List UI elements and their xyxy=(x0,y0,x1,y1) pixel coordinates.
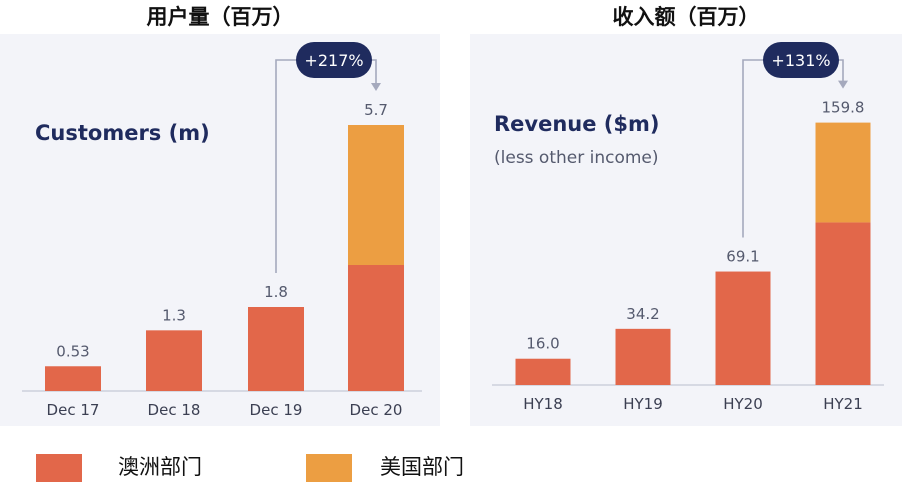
revenue-growth-arrowhead xyxy=(838,80,848,89)
revenue-chart-subtitle: (less other income) xyxy=(494,148,659,168)
customers-chart-panel: Customers (m) 0.53 Dec 17 1.3 Dec 18 1.8 Dec 1… xyxy=(0,34,440,426)
customers-chart-title: Customers (m) xyxy=(35,121,210,145)
legend-label-usa: 美国部门 xyxy=(380,455,464,479)
revenue-data-label: 159.8 xyxy=(822,99,865,117)
customers-bar-usa xyxy=(348,125,404,265)
customers-tick-label: Dec 18 xyxy=(148,401,201,419)
revenue-tick-label: HY20 xyxy=(723,395,763,413)
revenue-data-label: 34.2 xyxy=(626,305,659,323)
legend-swatch-usa xyxy=(306,454,352,482)
legend-swatch-australia xyxy=(36,454,82,482)
revenue-tick-label: HY18 xyxy=(523,395,563,413)
revenue-chart-title: Revenue ($m) xyxy=(494,112,660,136)
revenue-tick-label: HY19 xyxy=(623,395,663,413)
customers-bar-australia xyxy=(248,307,304,391)
revenue-bar-australia xyxy=(515,358,571,385)
customers-chart: Customers (m) 0.53 Dec 17 1.3 Dec 18 1.8 Dec 1… xyxy=(22,42,422,419)
revenue-data-label: 69.1 xyxy=(726,248,759,266)
revenue-chart-cn-title: 收入额（百万） xyxy=(612,4,760,29)
revenue-data-label: 16.0 xyxy=(526,335,559,353)
customers-growth-badge xyxy=(296,42,372,78)
customers-chart-cn-title: 用户量（百万） xyxy=(146,4,294,29)
customers-data-label: 5.7 xyxy=(364,101,388,119)
customers-data-label: 0.53 xyxy=(56,342,89,360)
customers-tick-label: Dec 17 xyxy=(47,401,100,419)
customers-growth-arrowhead xyxy=(371,83,381,91)
revenue-bar-usa xyxy=(815,122,871,223)
customers-data-label: 1.8 xyxy=(264,283,288,301)
revenue-bar-australia xyxy=(815,222,871,385)
revenue-growth-badge xyxy=(763,42,839,78)
legend-label-australia: 澳洲部门 xyxy=(118,455,202,479)
customers-tick-label: Dec 19 xyxy=(250,401,303,419)
revenue-tick-label: HY21 xyxy=(823,395,863,413)
revenue-chart-panel: Revenue ($m) (less other income) 16.0 HY18 3… xyxy=(470,34,902,426)
customers-growth-label: +217% xyxy=(304,51,363,70)
revenue-bar-australia xyxy=(615,328,671,385)
revenue-bar-australia xyxy=(715,271,771,385)
revenue-growth-label: +131% xyxy=(771,51,830,70)
customers-tick-label: Dec 20 xyxy=(350,401,403,419)
revenue-chart: Revenue ($m) (less other income) 16.0 HY18 3… xyxy=(492,42,884,413)
customers-bar-australia xyxy=(348,265,404,391)
customers-bar-australia xyxy=(146,330,202,391)
customers-data-label: 1.3 xyxy=(162,306,186,324)
customers-bar-australia xyxy=(45,366,101,391)
